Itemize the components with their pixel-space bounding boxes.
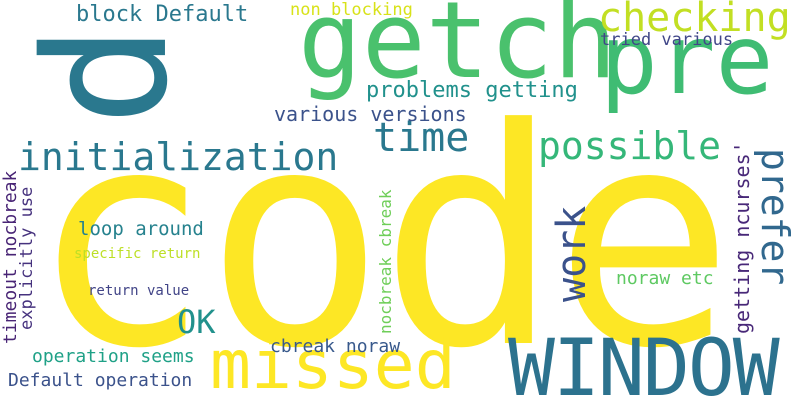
word-pre: pre [600, 4, 774, 116]
word-block-default: block Default [76, 2, 249, 27]
word-cbreak-noraw: cbreak noraw [270, 336, 401, 357]
word-nocbreak-cbreak: nocbreak cbreak [376, 189, 395, 335]
word-prefer: prefer [753, 148, 797, 286]
word-checking: checking [598, 0, 791, 41]
word-possible: possible [538, 124, 722, 168]
word-explicitly-use: explicitly use [17, 186, 37, 330]
word-getting-ncurses: getting ncurses' [730, 141, 754, 334]
word-noraw-etc: noraw etc [616, 268, 714, 289]
word-problems-getting: problems getting [366, 78, 578, 103]
word-code: code [30, 65, 734, 400]
word-return-value: return value [88, 283, 190, 299]
word-specific-return: specific return [74, 246, 201, 262]
word-default-operation: Default operation [8, 370, 193, 391]
word-p: p [31, 24, 229, 127]
word-missed: missed [210, 326, 456, 400]
word-initialization: initialization [18, 135, 339, 179]
word-work: work [549, 205, 595, 302]
word-non-blocking: non blocking [290, 0, 413, 20]
word-loop-around: loop around [78, 218, 204, 240]
word-tried-various: tried various [600, 30, 734, 50]
word-getch: getch [298, 0, 618, 102]
word-operation-seems: operation seems [32, 346, 195, 367]
word-time: time [373, 115, 470, 161]
word-window: WINDOW [508, 324, 780, 400]
word-various-versions: various versions [274, 102, 467, 126]
word-ok: OK [177, 303, 216, 341]
